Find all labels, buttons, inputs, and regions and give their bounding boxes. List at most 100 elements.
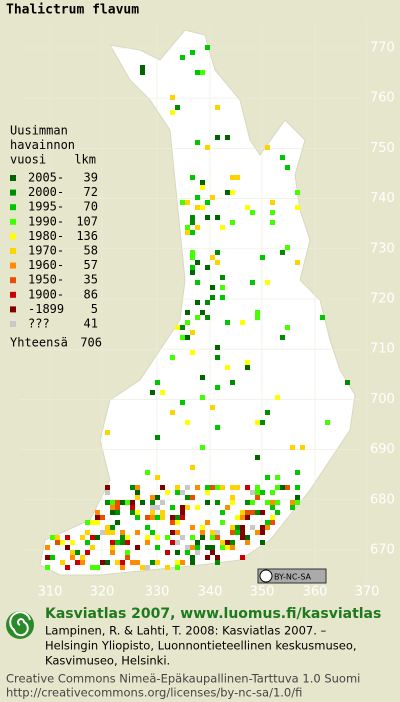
observation-square xyxy=(255,530,260,535)
observation-square xyxy=(125,550,130,555)
observation-square xyxy=(120,530,125,535)
observation-square xyxy=(240,530,245,535)
observation-square xyxy=(175,565,180,570)
observation-square xyxy=(265,280,270,285)
observation-square xyxy=(190,350,195,355)
observation-square xyxy=(165,535,170,540)
observation-square xyxy=(270,520,275,525)
observation-square xyxy=(205,300,210,305)
observation-square xyxy=(45,555,50,560)
observation-square xyxy=(185,310,190,315)
observation-square xyxy=(210,485,215,490)
observation-square xyxy=(90,565,95,570)
site-link[interactable]: Kasviatlas 2007, www.luomus.fi/kasviatla… xyxy=(45,606,381,622)
observation-square xyxy=(205,520,210,525)
observation-square xyxy=(190,265,195,270)
observation-square xyxy=(255,420,260,425)
observation-square xyxy=(135,545,140,550)
observation-square xyxy=(215,215,220,220)
observation-square xyxy=(195,300,200,305)
observation-square xyxy=(285,165,290,170)
observation-square xyxy=(240,535,245,540)
observation-square xyxy=(190,220,195,225)
observation-square xyxy=(215,345,220,350)
observation-square xyxy=(125,500,130,505)
observation-square xyxy=(105,500,110,505)
observation-square xyxy=(200,525,205,530)
observation-square xyxy=(110,510,115,515)
y-label: 760 xyxy=(370,91,395,106)
observation-square xyxy=(195,70,200,75)
observation-square xyxy=(215,250,220,255)
observation-square xyxy=(220,540,225,545)
observation-square xyxy=(210,295,215,300)
observation-square xyxy=(225,365,230,370)
observation-square xyxy=(220,485,225,490)
observation-square xyxy=(200,205,205,210)
observation-square xyxy=(185,550,190,555)
observation-square xyxy=(120,500,125,505)
observation-square xyxy=(270,200,275,205)
observation-square xyxy=(90,535,95,540)
observation-square xyxy=(190,465,195,470)
observation-square xyxy=(150,495,155,500)
observation-square xyxy=(65,535,70,540)
observation-square xyxy=(135,490,140,495)
observation-square xyxy=(285,325,290,330)
observation-square xyxy=(50,535,55,540)
observation-square xyxy=(265,145,270,150)
observation-square xyxy=(215,530,220,535)
observation-square xyxy=(250,525,255,530)
observation-square xyxy=(80,535,85,540)
observation-square xyxy=(195,225,200,230)
observation-square xyxy=(215,485,220,490)
observation-square xyxy=(265,525,270,530)
observation-square xyxy=(110,545,115,550)
observation-square xyxy=(180,55,185,60)
observation-square xyxy=(250,280,255,285)
observation-square xyxy=(150,390,155,395)
observation-square xyxy=(95,535,100,540)
observation-square xyxy=(255,485,260,490)
observation-square xyxy=(255,495,260,500)
observation-square xyxy=(190,525,195,530)
observation-square xyxy=(185,420,190,425)
observation-square xyxy=(160,390,165,395)
observation-square xyxy=(145,540,150,545)
observation-square xyxy=(145,525,150,530)
observation-square xyxy=(145,515,150,520)
legend-label: 1900- xyxy=(28,287,64,301)
observation-square xyxy=(200,375,205,380)
observation-square xyxy=(270,505,275,510)
legend-swatch xyxy=(10,262,16,269)
y-label: 740 xyxy=(370,191,395,206)
observation-square xyxy=(125,555,130,560)
license-line: Creative Commons Nimeä-Epäkaupallinen-Ta… xyxy=(6,672,360,686)
observation-square xyxy=(180,510,185,515)
observation-square xyxy=(100,515,105,520)
observation-square xyxy=(240,555,245,560)
observation-square xyxy=(245,540,250,545)
observation-square xyxy=(220,520,225,525)
observation-square xyxy=(275,395,280,400)
observation-square xyxy=(140,65,145,70)
observation-square xyxy=(245,535,250,540)
observation-square xyxy=(165,550,170,555)
observation-square xyxy=(190,215,195,220)
observation-square xyxy=(70,540,75,545)
observation-square xyxy=(65,565,70,570)
observation-square xyxy=(205,45,210,50)
observation-square xyxy=(65,545,70,550)
observation-square xyxy=(270,210,275,215)
observation-square xyxy=(185,545,190,550)
observation-square xyxy=(245,510,250,515)
legend-count: 107 xyxy=(76,214,98,228)
observation-square xyxy=(180,515,185,520)
observation-square xyxy=(225,135,230,140)
observation-square xyxy=(325,420,330,425)
legend-swatch xyxy=(10,204,16,211)
observation-square xyxy=(90,545,95,550)
legend-label: 1950- xyxy=(28,273,64,287)
observation-square xyxy=(150,530,155,535)
